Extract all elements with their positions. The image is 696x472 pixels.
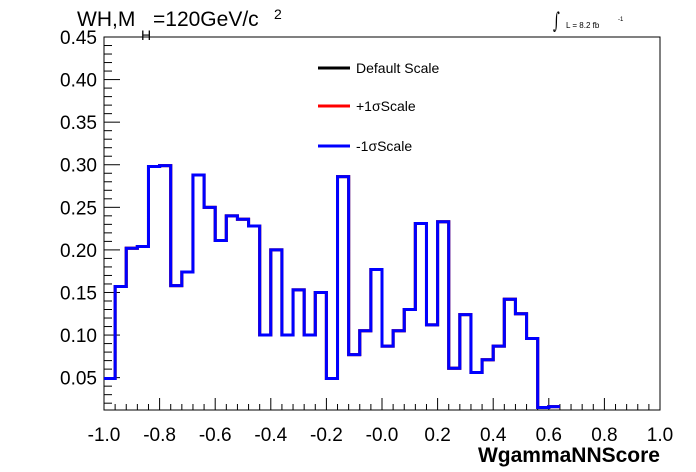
plot-frame — [103, 36, 661, 411]
legend-label: +1σScale — [356, 98, 416, 114]
series-line-2 — [104, 164, 560, 409]
x-tick-label: -0.6 — [199, 425, 232, 446]
legend: Default Scale +1σScale -1σScale — [318, 60, 439, 154]
y-tick-label: 0.05 — [60, 369, 97, 390]
series-layer — [104, 164, 560, 409]
y-tick-label: 0.45 — [60, 28, 97, 49]
plot-title-subscript: H — [141, 27, 152, 43]
y-tick-label: 0.10 — [60, 326, 97, 347]
x-tick-label: -0.4 — [254, 425, 287, 446]
x-axis: -1.0 -0.8 -0.6 -0.4 -0.2 -0.0 0.2 0.4 0.6 0.8 1.0 — [88, 398, 673, 446]
y-tick-label: 0.25 — [60, 198, 97, 219]
integral-sign: ∫ — [553, 9, 560, 34]
x-tick-label: 0.6 — [536, 425, 562, 446]
y-axis: 0.05 0.10 0.15 0.20 0.25 0.30 0.35 0.40 0.45 — [60, 28, 120, 404]
plot-title-rest: =120GeV/c — [153, 8, 259, 31]
y-tick-label: 0.15 — [60, 283, 97, 304]
luminosity-label: L = 8.2 fb — [566, 21, 600, 30]
y-tick-label: 0.20 — [60, 241, 97, 262]
x-tick-label: 1.0 — [647, 425, 673, 446]
luminosity-superscript: -1 — [618, 17, 624, 23]
plot-title-superscript: 2 — [274, 6, 282, 22]
y-tick-label: 0.40 — [60, 71, 97, 92]
legend-label: -1σScale — [356, 138, 412, 154]
legend-label: Default Scale — [356, 60, 439, 76]
x-tick-label: -1.0 — [88, 425, 121, 446]
x-tick-label: 0.8 — [591, 425, 617, 446]
y-tick-label: 0.35 — [60, 113, 97, 134]
y-tick-label: 0.30 — [60, 156, 97, 177]
x-tick-label: -0.8 — [143, 425, 176, 446]
x-tick-label: 0.4 — [480, 425, 507, 446]
plot-title: WH,M — [77, 8, 136, 31]
x-axis-title: WgammaNNScore — [478, 444, 660, 467]
x-tick-label: 0.2 — [424, 425, 450, 446]
x-tick-label: -0.0 — [366, 425, 399, 446]
x-tick-label: -0.2 — [310, 425, 343, 446]
